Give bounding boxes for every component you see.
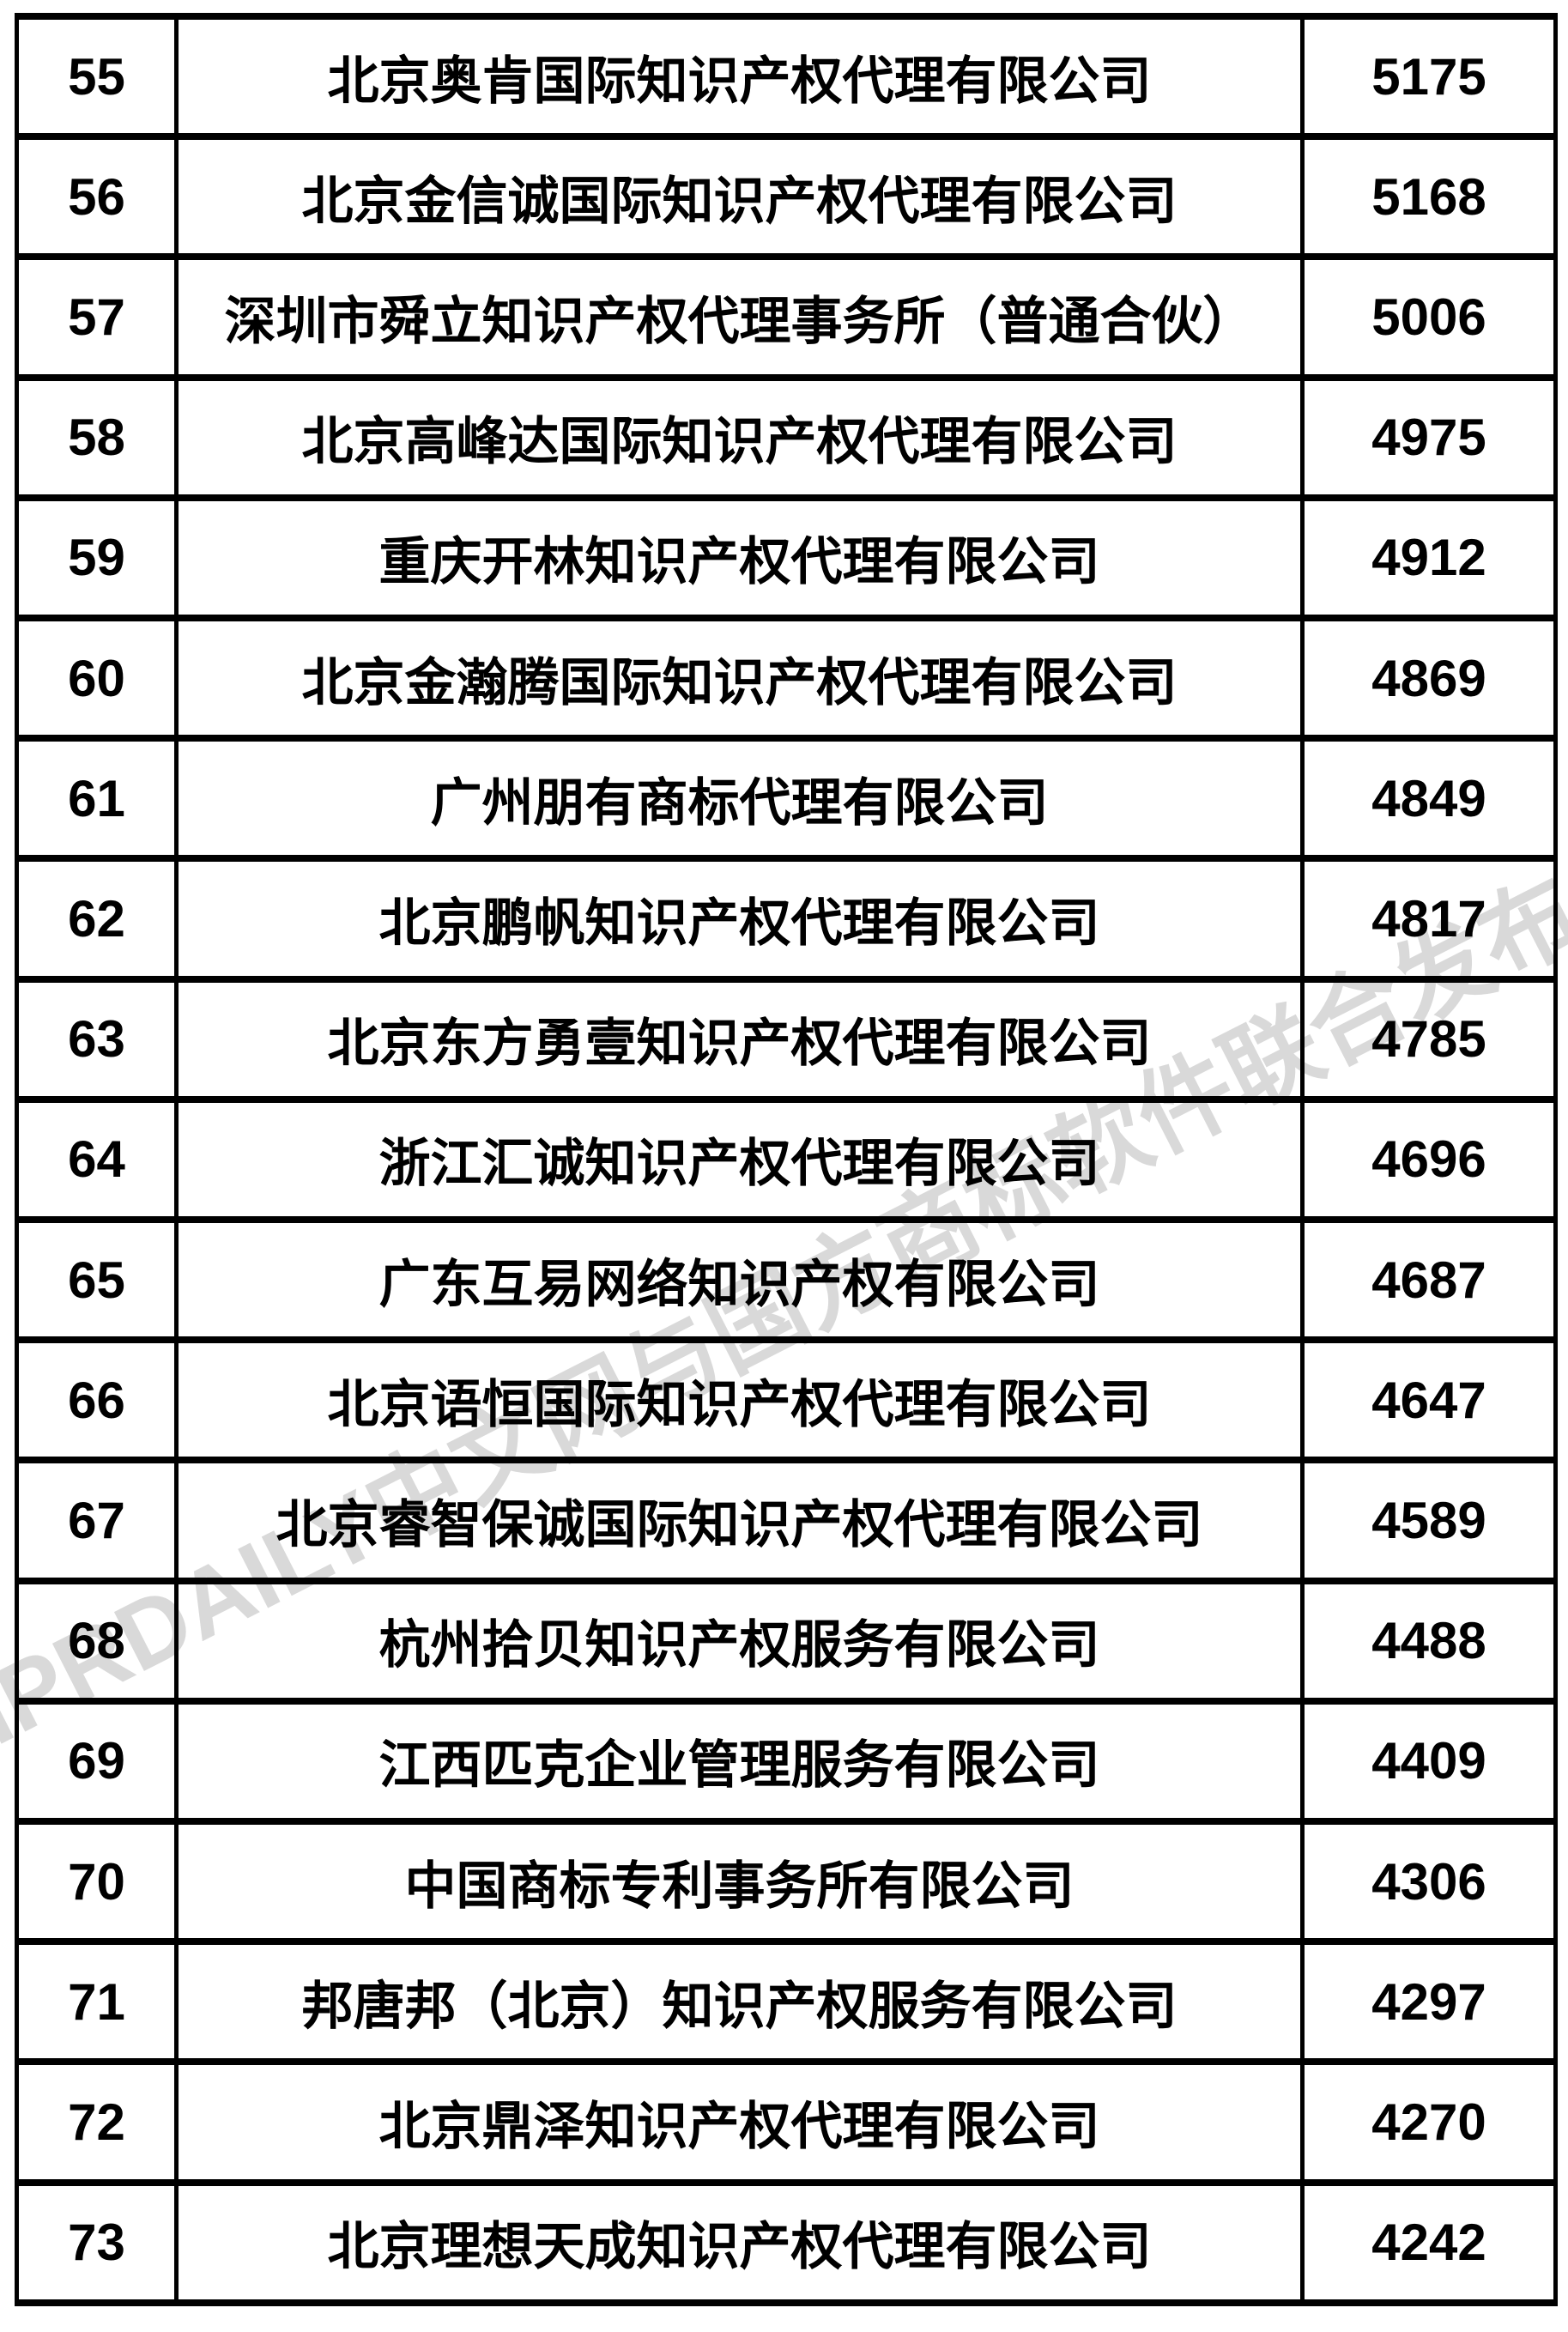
table-row: 73 北京理想天成知识产权代理有限公司 4242 <box>15 2178 1558 2307</box>
rank-cell: 59 <box>15 494 179 622</box>
count-cell: 4647 <box>1300 1336 1558 1464</box>
table-row: 66 北京语恒国际知识产权代理有限公司 4647 <box>15 1336 1558 1464</box>
company-cell: 北京语恒国际知识产权代理有限公司 <box>174 1336 1305 1464</box>
table-row: 55 北京奥肯国际知识产权代理有限公司 5175 <box>15 12 1558 141</box>
company-cell: 北京金瀚腾国际知识产权代理有限公司 <box>174 615 1305 742</box>
table-row: 65 广东互易网络知识产权有限公司 4687 <box>15 1216 1558 1344</box>
company-cell: 杭州拾贝知识产权服务有限公司 <box>174 1577 1305 1705</box>
table-row: 63 北京东方勇壹知识产权代理有限公司 4785 <box>15 975 1558 1103</box>
company-cell: 北京睿智保诚国际知识产权代理有限公司 <box>174 1457 1305 1584</box>
company-cell: 江西匹克企业管理服务有限公司 <box>174 1697 1305 1826</box>
company-cell: 深圳市舜立知识产权代理事务所（普通合伙） <box>174 253 1305 381</box>
table-row: 69 江西匹克企业管理服务有限公司 4409 <box>15 1697 1558 1826</box>
rank-cell: 72 <box>15 2058 179 2186</box>
table-row: 62 北京鹏帆知识产权代理有限公司 4817 <box>15 855 1558 983</box>
table-row: 71 邦唐邦（北京）知识产权服务有限公司 4297 <box>15 1938 1558 2066</box>
rank-cell: 69 <box>15 1697 179 1826</box>
count-cell: 4869 <box>1300 615 1558 742</box>
table-row: 64 浙江汇诚知识产权代理有限公司 4696 <box>15 1095 1558 1224</box>
rank-cell: 65 <box>15 1216 179 1344</box>
ranking-table: 55 北京奥肯国际知识产权代理有限公司 5175 56 北京金信诚国际知识产权代理有限公… <box>15 12 1558 2307</box>
table-row: 70 中国商标专利事务所有限公司 4306 <box>15 1818 1558 1946</box>
rank-cell: 67 <box>15 1457 179 1584</box>
count-cell: 4912 <box>1300 494 1558 622</box>
count-cell: 4270 <box>1300 2058 1558 2186</box>
ranking-table-body: 55 北京奥肯国际知识产权代理有限公司 5175 56 北京金信诚国际知识产权代理有限公… <box>15 12 1558 2307</box>
rank-cell: 60 <box>15 615 179 742</box>
company-cell: 北京高峰达国际知识产权代理有限公司 <box>174 373 1305 501</box>
rank-cell: 68 <box>15 1577 179 1705</box>
company-cell: 浙江汇诚知识产权代理有限公司 <box>174 1095 1305 1224</box>
rank-cell: 61 <box>15 735 179 863</box>
company-cell: 广东互易网络知识产权有限公司 <box>174 1216 1305 1344</box>
rank-cell: 56 <box>15 133 179 261</box>
table-row: 59 重庆开林知识产权代理有限公司 4912 <box>15 494 1558 622</box>
table-row: 56 北京金信诚国际知识产权代理有限公司 5168 <box>15 133 1558 261</box>
company-cell: 北京奥肯国际知识产权代理有限公司 <box>174 12 1305 141</box>
count-cell: 4849 <box>1300 735 1558 863</box>
count-cell: 4589 <box>1300 1457 1558 1584</box>
table-row: 67 北京睿智保诚国际知识产权代理有限公司 4589 <box>15 1457 1558 1584</box>
table-row: 58 北京高峰达国际知识产权代理有限公司 4975 <box>15 373 1558 501</box>
count-cell: 4975 <box>1300 373 1558 501</box>
count-cell: 4488 <box>1300 1577 1558 1705</box>
rank-cell: 64 <box>15 1095 179 1224</box>
count-cell: 4306 <box>1300 1818 1558 1946</box>
count-cell: 4687 <box>1300 1216 1558 1344</box>
company-cell: 广州朋有商标代理有限公司 <box>174 735 1305 863</box>
table-row: 72 北京鼎泽知识产权代理有限公司 4270 <box>15 2058 1558 2186</box>
count-cell: 4696 <box>1300 1095 1558 1224</box>
table-row: 68 杭州拾贝知识产权服务有限公司 4488 <box>15 1577 1558 1705</box>
company-cell: 中国商标专利事务所有限公司 <box>174 1818 1305 1946</box>
rank-cell: 70 <box>15 1818 179 1946</box>
rank-cell: 73 <box>15 2178 179 2307</box>
rank-cell: 63 <box>15 975 179 1103</box>
count-cell: 5168 <box>1300 133 1558 261</box>
count-cell: 4242 <box>1300 2178 1558 2307</box>
count-cell: 4817 <box>1300 855 1558 983</box>
table-row: 60 北京金瀚腾国际知识产权代理有限公司 4869 <box>15 615 1558 742</box>
table-row: 61 广州朋有商标代理有限公司 4849 <box>15 735 1558 863</box>
rank-cell: 62 <box>15 855 179 983</box>
company-cell: 北京理想天成知识产权代理有限公司 <box>174 2178 1305 2307</box>
rank-cell: 58 <box>15 373 179 501</box>
company-cell: 北京鼎泽知识产权代理有限公司 <box>174 2058 1305 2186</box>
rank-cell: 66 <box>15 1336 179 1464</box>
company-cell: 重庆开林知识产权代理有限公司 <box>174 494 1305 622</box>
company-cell: 北京鹏帆知识产权代理有限公司 <box>174 855 1305 983</box>
table-row: 57 深圳市舜立知识产权代理事务所（普通合伙） 5006 <box>15 253 1558 381</box>
count-cell: 4409 <box>1300 1697 1558 1826</box>
count-cell: 5175 <box>1300 12 1558 141</box>
rank-cell: 57 <box>15 253 179 381</box>
count-cell: 4785 <box>1300 975 1558 1103</box>
rank-cell: 71 <box>15 1938 179 2066</box>
company-cell: 北京金信诚国际知识产权代理有限公司 <box>174 133 1305 261</box>
count-cell: 5006 <box>1300 253 1558 381</box>
company-cell: 北京东方勇壹知识产权代理有限公司 <box>174 975 1305 1103</box>
count-cell: 4297 <box>1300 1938 1558 2066</box>
rank-cell: 55 <box>15 12 179 141</box>
company-cell: 邦唐邦（北京）知识产权服务有限公司 <box>174 1938 1305 2066</box>
